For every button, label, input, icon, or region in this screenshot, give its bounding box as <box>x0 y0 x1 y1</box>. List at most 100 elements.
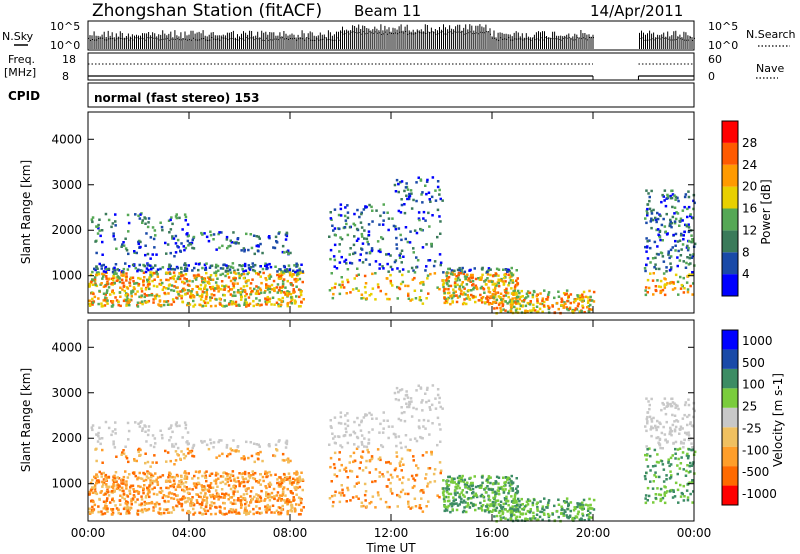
power-echo-mark <box>168 283 171 286</box>
velocity-colorbar-segment <box>722 427 738 447</box>
power-echo-mark <box>654 263 657 266</box>
velocity-echo-mark <box>353 443 356 446</box>
power-echo-mark <box>676 240 680 243</box>
power-echo-mark <box>140 300 144 303</box>
power-echo-mark <box>356 267 359 270</box>
velocity-echo-mark <box>508 477 511 481</box>
power-echo-mark <box>158 299 162 302</box>
velocity-echo-mark <box>515 515 518 519</box>
power-echo-mark <box>113 266 116 270</box>
power-echo-mark <box>412 198 415 202</box>
velocity-echo-mark <box>686 423 689 427</box>
velocity-echo-mark <box>172 508 176 512</box>
power-echo-mark <box>674 273 678 277</box>
power-echo-mark <box>460 268 463 272</box>
velocity-echo-mark <box>656 487 659 490</box>
velocity-echo-mark <box>415 439 419 443</box>
power-echo-mark <box>221 244 224 248</box>
power-echo-mark <box>526 290 530 293</box>
power-echo-mark <box>191 280 194 283</box>
velocity-echo-mark <box>495 506 499 510</box>
velocity-echo-mark <box>125 487 128 490</box>
power-echo-mark <box>99 283 102 286</box>
velocity-echo-mark <box>217 440 220 444</box>
velocity-echo-mark <box>360 434 364 437</box>
velocity-echo-mark <box>462 480 465 483</box>
power-echo-mark <box>355 239 359 242</box>
velocity-echo-mark <box>186 510 190 513</box>
velocity-echo-mark <box>214 489 218 492</box>
velocity-echo-mark <box>425 451 428 454</box>
velocity-echo-mark <box>118 499 122 502</box>
power-echo-mark <box>281 279 285 283</box>
velocity-echo-mark <box>458 486 461 490</box>
velocity-echo-mark <box>516 497 520 501</box>
velocity-echo-mark <box>198 511 201 514</box>
power-echo-mark <box>557 307 560 311</box>
power-echo-mark <box>302 298 305 301</box>
velocity-echo-mark <box>473 475 476 478</box>
velocity-echo-mark <box>182 488 185 492</box>
power-echo-mark <box>102 270 106 273</box>
power-echo-mark <box>221 284 224 288</box>
velocity-echo-mark <box>425 388 429 391</box>
power-echo-mark <box>98 229 101 232</box>
power-echo-mark <box>96 232 100 235</box>
power-echo-mark <box>407 270 410 273</box>
velocity-echo-mark <box>253 477 257 481</box>
power-echo-mark <box>175 213 178 216</box>
power-echo-mark <box>134 213 137 216</box>
date-label: 14/Apr/2011 <box>590 2 683 20</box>
power-echo-mark <box>135 281 138 285</box>
velocity-echo-mark <box>205 499 208 502</box>
power-echo-mark <box>101 253 104 256</box>
velocity-echo-mark <box>439 440 442 443</box>
power-echo-mark <box>514 301 517 304</box>
velocity-echo-mark <box>671 496 675 499</box>
power-echo-mark <box>673 221 677 225</box>
velocity-echo-mark <box>377 457 381 461</box>
power-echo-mark <box>352 222 355 226</box>
velocity-echo-mark <box>280 481 284 484</box>
power-echo-mark <box>367 223 371 226</box>
velocity-echo-mark <box>289 459 292 463</box>
velocity-echo-mark <box>379 497 382 501</box>
power-echo-mark <box>670 221 674 225</box>
velocity-echo-mark <box>99 491 102 494</box>
power-echo-mark <box>301 280 304 284</box>
velocity-echo-mark <box>675 419 678 422</box>
velocity-echo-mark <box>236 476 240 480</box>
velocity-echo-mark <box>669 428 672 432</box>
velocity-echo-mark <box>281 458 285 462</box>
velocity-echo-mark <box>436 494 439 497</box>
power-echo-mark <box>88 282 92 286</box>
power-echo-mark <box>338 261 342 264</box>
velocity-echo-mark <box>261 475 265 479</box>
velocity-echo-mark <box>484 491 488 494</box>
power-echo-mark <box>557 295 561 298</box>
velocity-echo-mark <box>330 480 333 483</box>
velocity-echo-mark <box>246 480 249 484</box>
velocity-echo-mark <box>88 490 92 494</box>
velocity-echo-mark <box>213 501 216 505</box>
velocity-echo-mark <box>692 415 695 419</box>
cpid-frame <box>87 82 695 108</box>
power-echo-mark <box>427 211 430 215</box>
velocity-echo-mark <box>265 493 268 496</box>
velocity-echo-mark <box>515 477 518 480</box>
power-echo-mark <box>204 284 207 287</box>
power-echo-mark <box>663 286 667 289</box>
power-echo-mark <box>208 276 212 279</box>
velocity-echo-mark <box>403 411 406 414</box>
power-echo-mark <box>474 300 477 304</box>
velocity-echo-mark <box>368 459 372 462</box>
velocity-echo-mark <box>237 450 240 453</box>
power-echo-mark <box>297 271 300 275</box>
power-echo-mark <box>195 285 198 288</box>
power-echo-mark <box>535 294 539 298</box>
power-echo-mark <box>171 267 175 271</box>
power-echo-mark <box>166 300 170 303</box>
power-echo-mark <box>137 276 140 280</box>
power-echo-mark <box>243 262 247 266</box>
velocity-echo-mark <box>133 459 136 462</box>
